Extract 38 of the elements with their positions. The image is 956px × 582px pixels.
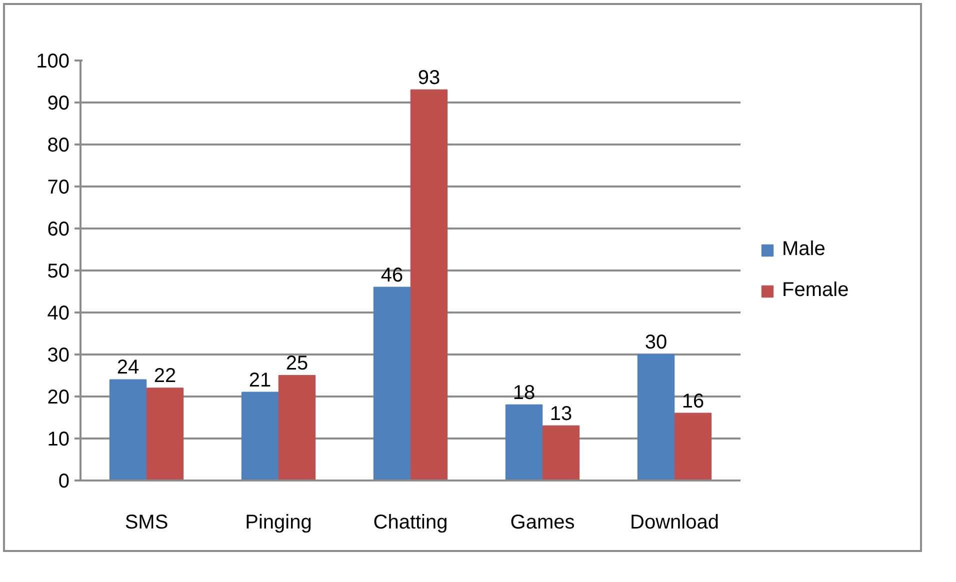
legend-label: Male (782, 238, 826, 261)
data-label: 30 (644, 332, 668, 354)
bar (109, 379, 147, 480)
legend-label: Female (782, 279, 849, 302)
data-label: 13 (550, 402, 572, 425)
x-tick-label: Download (630, 512, 719, 534)
x-tick-label: Chatting (373, 512, 448, 534)
y-tick-label: 0 (58, 470, 70, 492)
bar (410, 89, 448, 480)
y-tick-label: 30 (47, 344, 70, 366)
y-tick-label: 40 (47, 302, 70, 324)
x-tick-label: Pinging (245, 512, 312, 534)
x-tick-label: SMS (124, 512, 168, 534)
bar (674, 412, 712, 480)
y-tick-label: 70 (47, 176, 70, 198)
x-tick-label: Games (510, 512, 575, 534)
bar (241, 392, 279, 480)
y-tick-label: 90 (47, 92, 70, 114)
y-tick-label: 60 (47, 218, 70, 240)
data-label: 18 (512, 382, 536, 404)
data-label: 22 (154, 365, 176, 388)
data-label: 16 (682, 390, 704, 412)
data-label: 24 (116, 356, 140, 379)
bar (637, 354, 675, 480)
bar (373, 286, 411, 480)
y-tick-label: 10 (47, 428, 70, 450)
data-label: 21 (248, 369, 272, 392)
y-tick-label: 50 (47, 260, 70, 282)
data-label: 46 (380, 264, 404, 286)
y-tick-label: 80 (47, 134, 70, 156)
bar (505, 404, 543, 480)
y-tick-label: 20 (47, 386, 70, 408)
data-label: 25 (286, 352, 308, 374)
y-tick-label: 100 (36, 50, 70, 72)
bar (542, 425, 580, 480)
bar (278, 375, 316, 480)
data-label: 93 (418, 66, 440, 89)
bar (146, 388, 184, 480)
